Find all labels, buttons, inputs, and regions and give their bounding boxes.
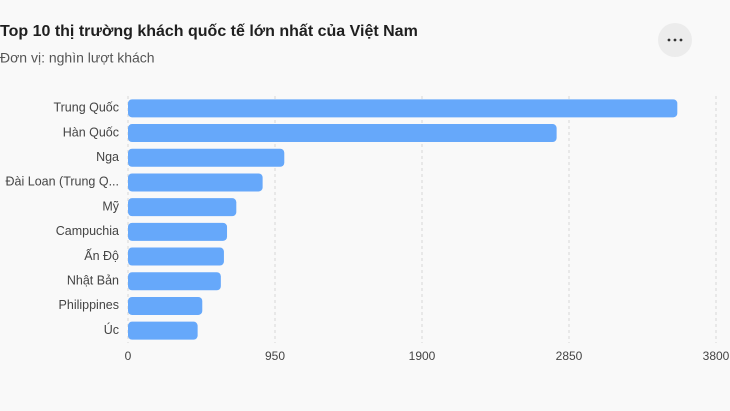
bar: [128, 222, 228, 241]
bar: [128, 148, 285, 167]
chart-title: Top 10 thị trường khách quốc tế lớn nhất…: [0, 23, 418, 40]
category-label: Hàn Quốc: [63, 125, 119, 139]
x-tick-label: 3800: [703, 349, 730, 363]
bar: [128, 124, 557, 143]
category-label: Campuchia: [56, 224, 119, 238]
bar: [128, 198, 237, 217]
category-label: Philippines: [59, 298, 119, 312]
bar: [128, 99, 678, 118]
bar: [128, 173, 263, 192]
bar: [128, 272, 221, 291]
x-tick-label: 2850: [556, 349, 583, 363]
category-label: Ấn Độ: [84, 248, 119, 263]
category-label: Úc: [104, 322, 119, 337]
x-tick-label: 950: [265, 349, 285, 363]
bar: [128, 321, 198, 340]
category-label: Nhật Bản: [67, 274, 119, 288]
x-tick-label: 1900: [409, 349, 436, 363]
chart-subtitle: Đơn vị: nghìn lượt khách: [0, 50, 155, 66]
x-tick-label: 0: [125, 349, 132, 363]
category-label: Mỹ: [102, 199, 119, 213]
category-label: Trung Quốc: [53, 101, 119, 115]
menu-button[interactable]: [658, 23, 692, 57]
bar: [128, 296, 203, 315]
bar: [128, 247, 224, 266]
category-label: Nga: [96, 150, 119, 164]
category-label: Đài Loan (Trung Q...: [6, 175, 119, 189]
